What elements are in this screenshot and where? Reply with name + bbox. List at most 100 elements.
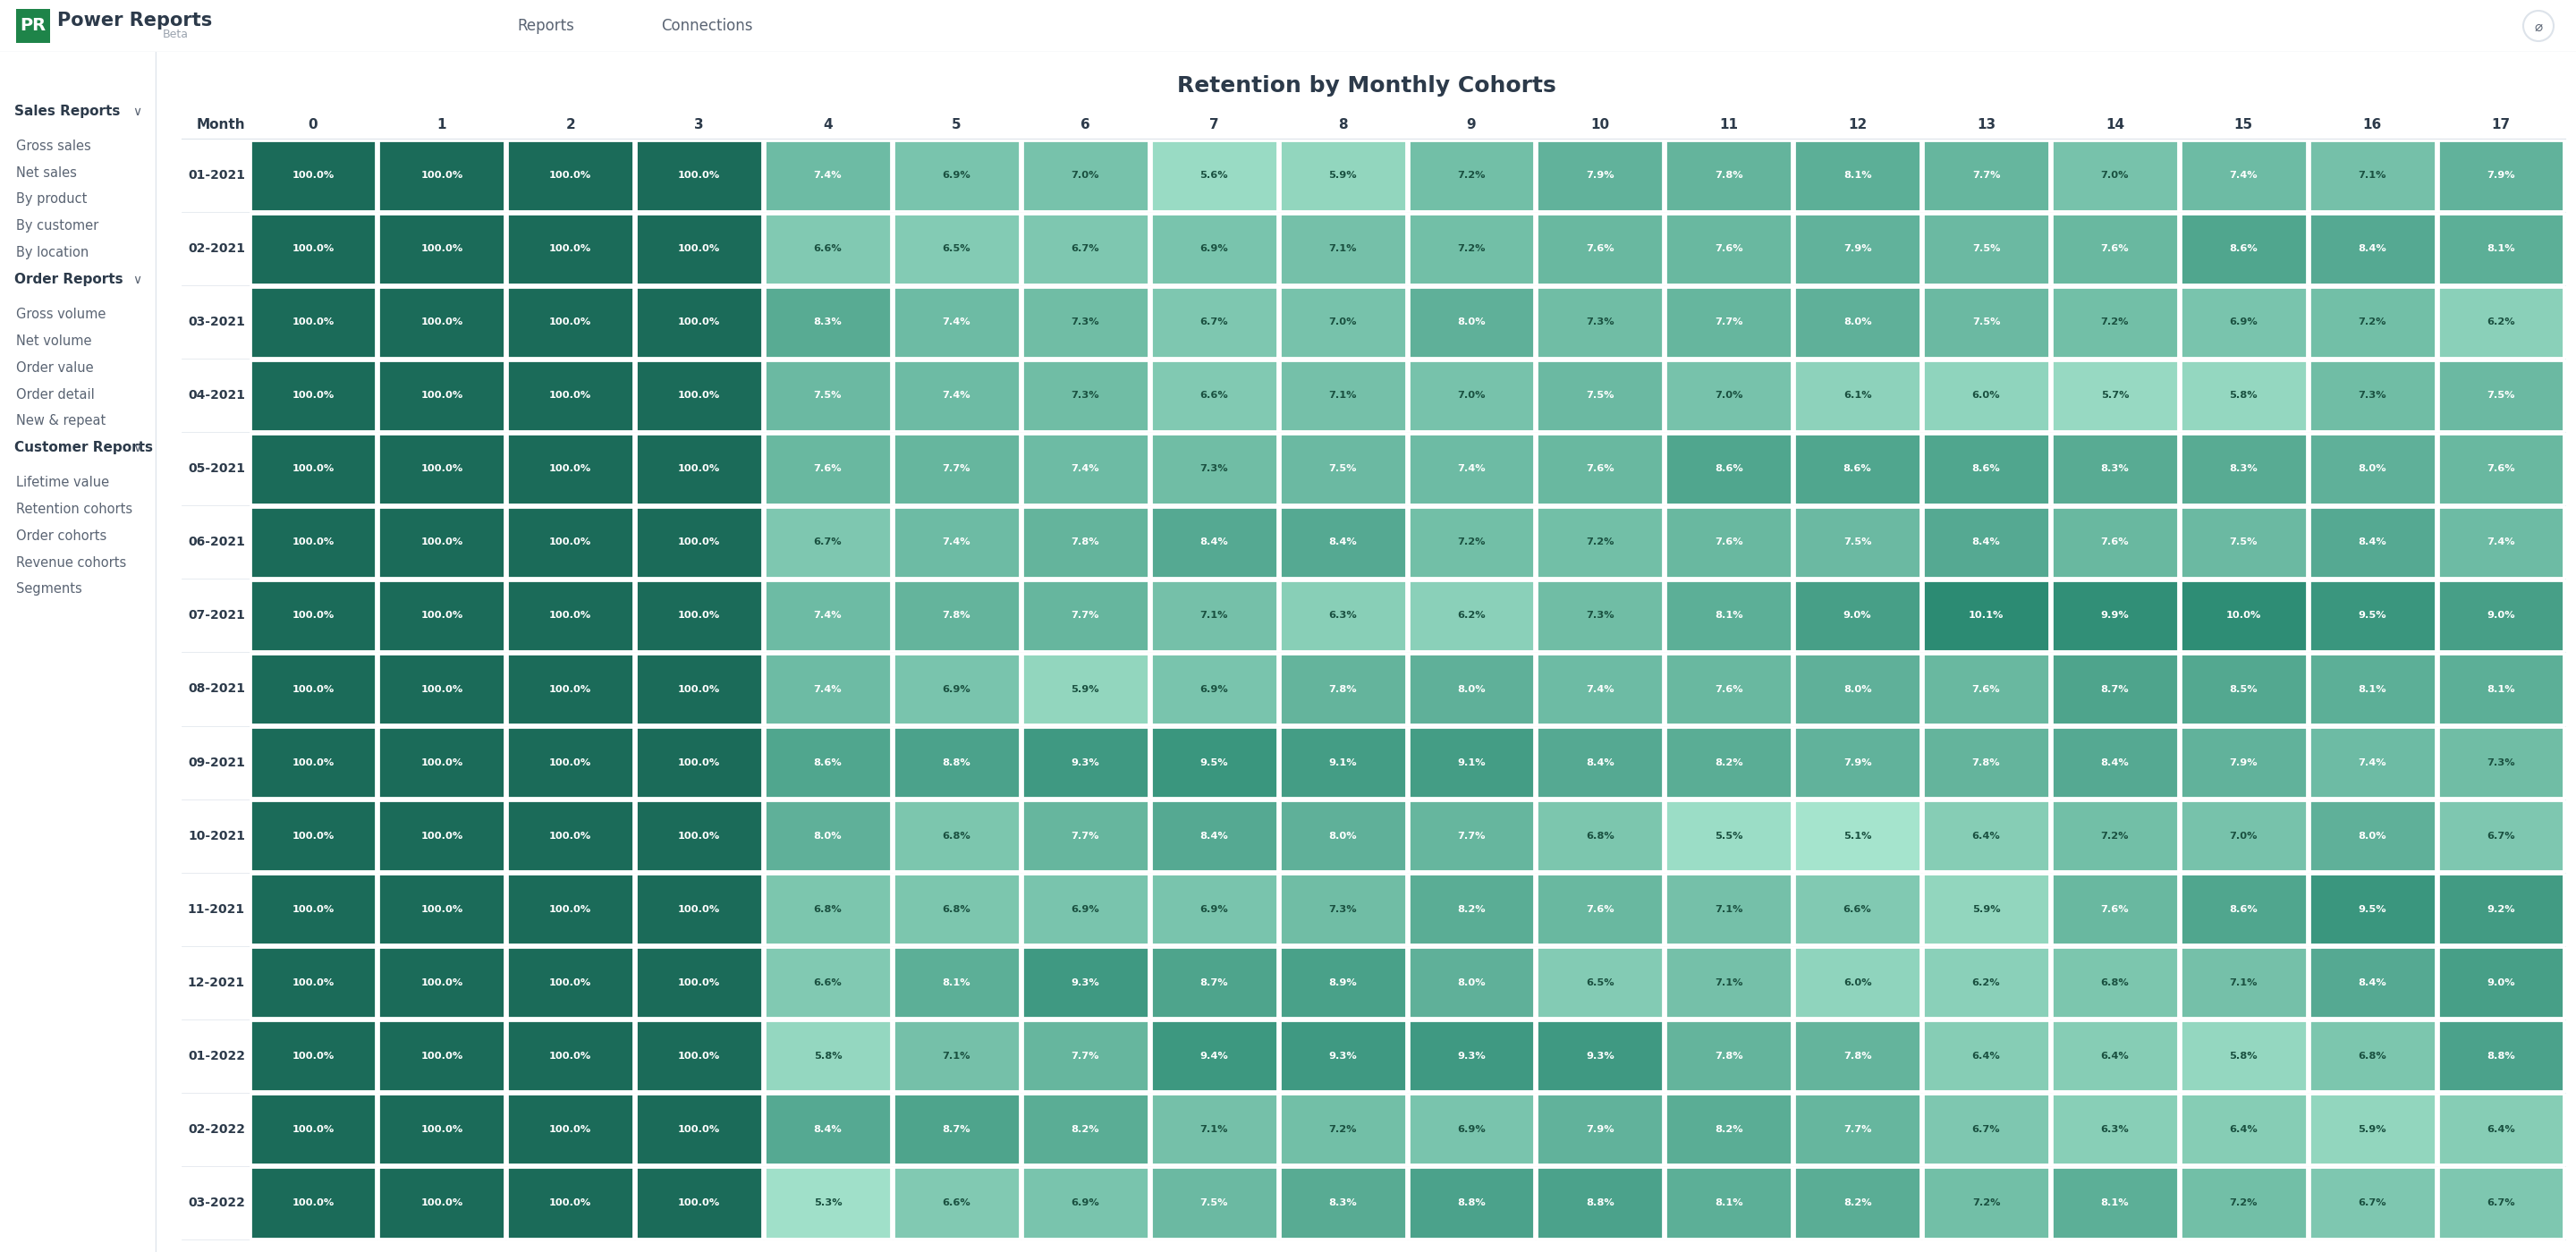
- Text: 100.0%: 100.0%: [291, 757, 335, 767]
- Text: 8.4%: 8.4%: [1200, 538, 1229, 547]
- FancyBboxPatch shape: [379, 1020, 505, 1092]
- FancyBboxPatch shape: [1795, 287, 1922, 358]
- FancyBboxPatch shape: [1924, 361, 2048, 431]
- Text: 8.1%: 8.1%: [1716, 611, 1744, 620]
- Text: 8.7%: 8.7%: [2099, 685, 2128, 694]
- Text: 7: 7: [1208, 118, 1218, 131]
- Text: 100.0%: 100.0%: [549, 318, 592, 327]
- Text: Gross volume: Gross volume: [15, 307, 106, 321]
- Text: ∨: ∨: [131, 442, 142, 454]
- Text: 7.4%: 7.4%: [1587, 685, 1615, 694]
- Text: 7.5%: 7.5%: [1844, 538, 1873, 547]
- FancyBboxPatch shape: [1924, 948, 2048, 1018]
- Text: 7.9%: 7.9%: [2486, 170, 2514, 180]
- Text: 5.5%: 5.5%: [1716, 831, 1744, 840]
- FancyBboxPatch shape: [507, 1167, 634, 1238]
- Text: 100.0%: 100.0%: [549, 1198, 592, 1207]
- FancyBboxPatch shape: [2179, 654, 2306, 725]
- Text: 8.0%: 8.0%: [1844, 685, 1873, 694]
- Text: 6.9%: 6.9%: [1458, 1126, 1486, 1134]
- FancyBboxPatch shape: [765, 948, 891, 1018]
- FancyBboxPatch shape: [765, 1094, 891, 1164]
- FancyBboxPatch shape: [1023, 800, 1149, 871]
- Text: 8.7%: 8.7%: [943, 1126, 971, 1134]
- Text: 7.1%: 7.1%: [1200, 1126, 1229, 1134]
- Text: 7.2%: 7.2%: [1587, 538, 1615, 547]
- FancyBboxPatch shape: [507, 213, 634, 284]
- FancyBboxPatch shape: [250, 287, 376, 358]
- Text: 6.2%: 6.2%: [1458, 611, 1486, 620]
- FancyBboxPatch shape: [1538, 654, 1664, 725]
- FancyBboxPatch shape: [507, 581, 634, 651]
- FancyBboxPatch shape: [765, 874, 891, 944]
- FancyBboxPatch shape: [1924, 1167, 2048, 1238]
- FancyBboxPatch shape: [250, 140, 376, 210]
- Text: 8.4%: 8.4%: [2357, 244, 2385, 253]
- Text: 100.0%: 100.0%: [677, 611, 721, 620]
- Text: 6.0%: 6.0%: [1844, 978, 1873, 987]
- FancyBboxPatch shape: [1151, 948, 1278, 1018]
- Text: 7.6%: 7.6%: [2099, 905, 2128, 914]
- FancyBboxPatch shape: [1280, 507, 1406, 577]
- Text: 100.0%: 100.0%: [549, 978, 592, 987]
- FancyBboxPatch shape: [1280, 213, 1406, 284]
- Text: 100.0%: 100.0%: [677, 244, 721, 253]
- Text: 8.3%: 8.3%: [1329, 1198, 1358, 1207]
- Text: 5.3%: 5.3%: [814, 1198, 842, 1207]
- Text: Sales Reports: Sales Reports: [15, 105, 121, 119]
- FancyBboxPatch shape: [2179, 433, 2306, 505]
- Text: 100.0%: 100.0%: [420, 831, 464, 840]
- Text: 100.0%: 100.0%: [420, 1052, 464, 1060]
- FancyBboxPatch shape: [894, 433, 1020, 505]
- Text: 14: 14: [2105, 118, 2125, 131]
- Text: 7.2%: 7.2%: [2228, 1198, 2257, 1207]
- Text: 100.0%: 100.0%: [420, 391, 464, 399]
- Text: 9.1%: 9.1%: [1329, 757, 1358, 767]
- FancyBboxPatch shape: [1667, 213, 1793, 284]
- Text: 8.3%: 8.3%: [2099, 464, 2128, 473]
- FancyBboxPatch shape: [379, 1094, 505, 1164]
- Text: 9: 9: [1466, 118, 1476, 131]
- FancyBboxPatch shape: [507, 874, 634, 944]
- FancyBboxPatch shape: [250, 800, 376, 871]
- FancyBboxPatch shape: [636, 948, 762, 1018]
- Text: 7.4%: 7.4%: [2357, 757, 2385, 767]
- Text: 100.0%: 100.0%: [677, 1126, 721, 1134]
- Text: 7.4%: 7.4%: [2486, 538, 2514, 547]
- FancyBboxPatch shape: [894, 361, 1020, 431]
- Text: Net sales: Net sales: [15, 165, 77, 179]
- FancyBboxPatch shape: [636, 213, 762, 284]
- Text: 100.0%: 100.0%: [549, 170, 592, 180]
- Text: 15: 15: [2233, 118, 2254, 131]
- FancyBboxPatch shape: [1151, 287, 1278, 358]
- Text: 8.0%: 8.0%: [1458, 978, 1486, 987]
- FancyBboxPatch shape: [1667, 874, 1793, 944]
- Text: 100.0%: 100.0%: [291, 831, 335, 840]
- Text: 8.0%: 8.0%: [1329, 831, 1358, 840]
- FancyBboxPatch shape: [636, 1167, 762, 1238]
- Text: 7.2%: 7.2%: [1458, 244, 1486, 253]
- Text: 01-2021: 01-2021: [188, 169, 245, 182]
- Text: 100.0%: 100.0%: [549, 244, 592, 253]
- Text: 17: 17: [2491, 118, 2512, 131]
- FancyBboxPatch shape: [2308, 1020, 2434, 1092]
- Text: 100.0%: 100.0%: [291, 464, 335, 473]
- FancyBboxPatch shape: [2308, 507, 2434, 577]
- Text: 01-2022: 01-2022: [188, 1049, 245, 1062]
- FancyBboxPatch shape: [1924, 507, 2048, 577]
- FancyBboxPatch shape: [250, 654, 376, 725]
- Text: 100.0%: 100.0%: [549, 611, 592, 620]
- FancyBboxPatch shape: [507, 1020, 634, 1092]
- FancyBboxPatch shape: [894, 1167, 1020, 1238]
- FancyBboxPatch shape: [2053, 800, 2177, 871]
- Text: By location: By location: [15, 247, 88, 260]
- FancyBboxPatch shape: [1280, 1094, 1406, 1164]
- FancyBboxPatch shape: [2053, 1094, 2177, 1164]
- Text: 8.0%: 8.0%: [1458, 318, 1486, 327]
- FancyBboxPatch shape: [1151, 507, 1278, 577]
- Text: 100.0%: 100.0%: [291, 1126, 335, 1134]
- Text: 8.3%: 8.3%: [814, 318, 842, 327]
- FancyBboxPatch shape: [1924, 1020, 2048, 1092]
- FancyBboxPatch shape: [250, 727, 376, 798]
- Text: 6.5%: 6.5%: [1587, 978, 1615, 987]
